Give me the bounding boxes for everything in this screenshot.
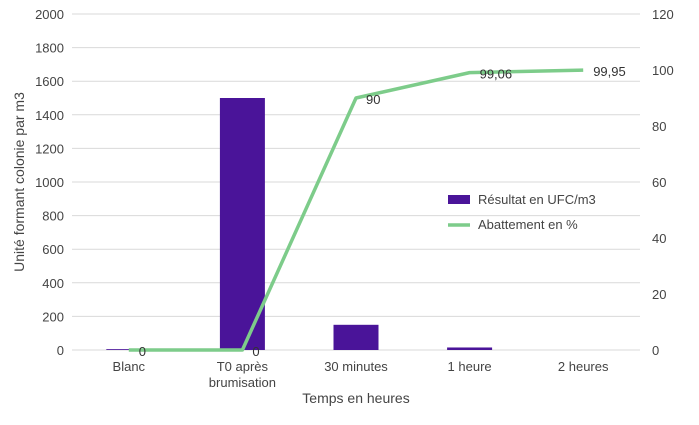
x-tick-label-line: brumisation (209, 375, 276, 390)
y-tick-label: 1200 (35, 141, 64, 156)
legend-label-line: Abattement en % (478, 217, 578, 232)
y-tick-label: 800 (42, 209, 64, 224)
x-tick-label: 1 heure (448, 359, 492, 374)
y2-tick-label: 80 (652, 119, 666, 134)
y2-tick-label: 60 (652, 175, 666, 190)
y-tick-label: 1600 (35, 74, 64, 89)
line-series (128, 68, 584, 352)
y-axis-title: Unité formant colonie par m3 (11, 92, 27, 272)
x-tick-label-line: 30 minutes (324, 359, 388, 374)
bar (333, 324, 379, 350)
x-tick-label-line: Blanc (113, 359, 146, 374)
legend-label-bars: Résultat en UFC/m3 (478, 192, 596, 207)
data-labels: 0 0 90 99,06 99,95 (139, 64, 626, 359)
y2-tick-label: 40 (652, 231, 666, 246)
y-tick-label: 1400 (35, 108, 64, 123)
x-tick-label-line: 1 heure (448, 359, 492, 374)
y-tick-label: 600 (42, 242, 64, 257)
legend: Résultat en UFC/m3 Abattement en % (448, 192, 596, 232)
y-tick-label: 2000 (35, 7, 64, 22)
x-tick-label: Blanc (113, 359, 146, 374)
y2-tick-label: 0 (652, 343, 659, 358)
x-tick-label: 30 minutes (324, 359, 388, 374)
data-label: 99,06 (480, 67, 513, 82)
bar (447, 347, 493, 350)
y-tick-label: 400 (42, 276, 64, 291)
y2-tick-label: 20 (652, 287, 666, 302)
x-tick-label: T0 après brumisation (209, 359, 276, 390)
gridlines (72, 13, 640, 351)
y-tick-label: 1800 (35, 41, 64, 56)
y-tick-label: 1000 (35, 175, 64, 190)
x-tick-label-line: T0 après (217, 359, 269, 374)
y2-tick-label: 100 (652, 63, 674, 78)
legend-swatch-bars (448, 195, 470, 204)
data-label: 0 (139, 344, 146, 359)
y-tick-label: 0 (57, 343, 64, 358)
data-label: 99,95 (593, 64, 626, 79)
y2-tick-label: 120 (652, 7, 674, 22)
axes: 0200400600800100012001400160018002000020… (35, 7, 674, 390)
y-tick-label: 200 (42, 309, 64, 324)
x-axis-title: Temps en heures (302, 390, 409, 406)
data-label: 0 (252, 344, 259, 359)
x-tick-label: 2 heures (558, 359, 609, 374)
line-series-path (128, 68, 584, 352)
bar (219, 98, 265, 350)
data-label: 90 (366, 92, 380, 107)
x-tick-label-line: 2 heures (558, 359, 609, 374)
